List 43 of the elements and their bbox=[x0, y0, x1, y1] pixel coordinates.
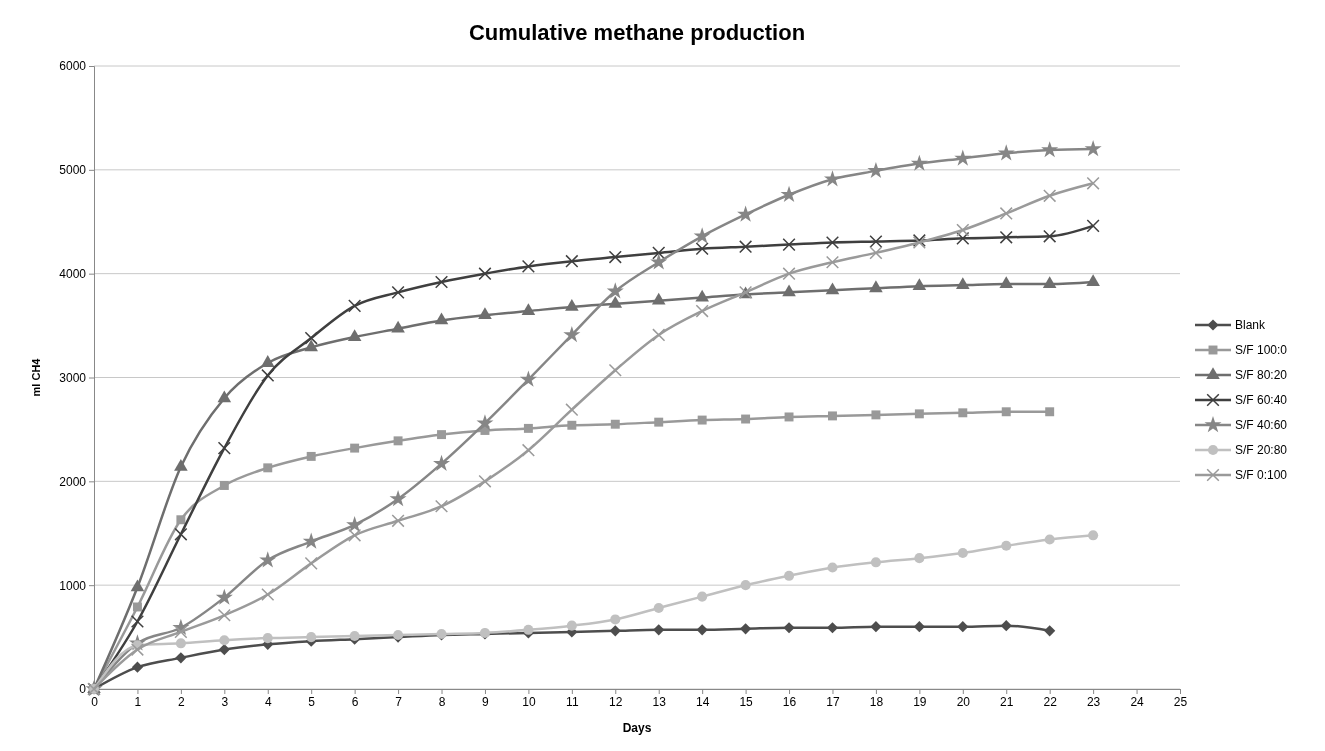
x-tick-label: 15 bbox=[739, 694, 754, 709]
x-tick-label: 13 bbox=[652, 694, 667, 709]
x-tick-label: 8 bbox=[438, 694, 446, 709]
y-axis-title: ml CH4 bbox=[30, 357, 42, 397]
legend-label: S/F 60:40 bbox=[1235, 393, 1288, 407]
y-tick-label: 1000 bbox=[59, 578, 87, 593]
x-tick-label: 1 bbox=[134, 694, 142, 709]
x-tick-label: 23 bbox=[1086, 694, 1101, 709]
x-tick-label: 0 bbox=[91, 694, 99, 709]
x-tick-label: 10 bbox=[522, 694, 536, 709]
x-tick-label: 11 bbox=[566, 694, 579, 709]
x-axis-title: Days bbox=[622, 721, 652, 735]
x-tick-label: 9 bbox=[482, 694, 490, 709]
x-tick-label: 18 bbox=[869, 694, 884, 709]
x-tick-label: 19 bbox=[913, 694, 927, 709]
y-tick-label: 5000 bbox=[59, 163, 87, 178]
x-tick-label: 14 bbox=[695, 694, 710, 709]
x-tick-label: 2 bbox=[178, 694, 186, 709]
legend-label: S/F 20:80 bbox=[1235, 443, 1288, 457]
y-tick-label: 6000 bbox=[59, 59, 87, 74]
y-tick-label: 3000 bbox=[59, 370, 87, 385]
x-tick-label: 17 bbox=[826, 694, 840, 709]
y-tick-label: 4000 bbox=[59, 267, 87, 282]
legend-label: S/F 40:60 bbox=[1235, 418, 1288, 432]
x-tick-label: 7 bbox=[395, 694, 403, 709]
y-tick-label: 2000 bbox=[59, 474, 87, 489]
legend-label: S/F 80:20 bbox=[1235, 368, 1288, 382]
x-tick-label: 16 bbox=[782, 694, 797, 709]
chart-title: Cumulative methane production bbox=[468, 20, 806, 45]
legend-label: S/F 0:100 bbox=[1235, 468, 1288, 482]
legend-label: Blank bbox=[1235, 318, 1267, 332]
x-tick-label: 4 bbox=[264, 694, 272, 709]
x-tick-label: 20 bbox=[956, 694, 971, 709]
x-tick-label: 3 bbox=[221, 694, 229, 709]
x-tick-label: 6 bbox=[351, 694, 359, 709]
x-tick-label: 21 bbox=[1000, 694, 1014, 709]
y-tick-label: 0 bbox=[79, 682, 87, 697]
x-tick-label: 25 bbox=[1173, 694, 1188, 709]
legend-label: S/F 100:0 bbox=[1235, 343, 1288, 357]
x-tick-label: 24 bbox=[1130, 694, 1145, 709]
x-tick-label: 22 bbox=[1043, 694, 1058, 709]
x-tick-label: 5 bbox=[308, 694, 316, 709]
x-tick-label: 12 bbox=[609, 694, 623, 709]
